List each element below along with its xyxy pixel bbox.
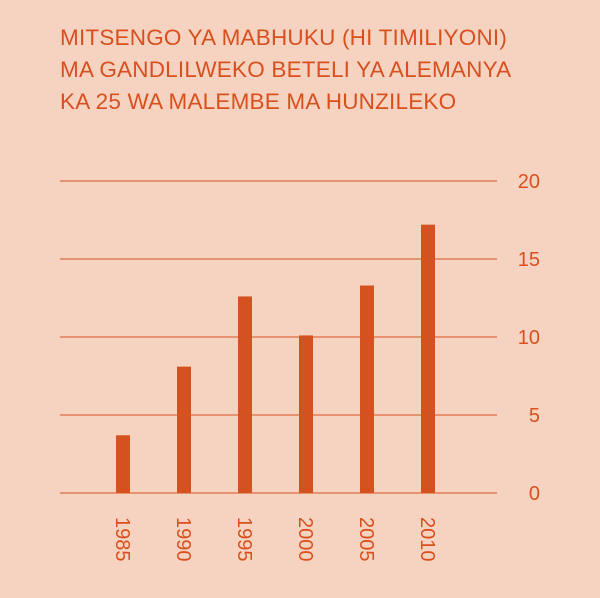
y-tick-label-20: 20 xyxy=(518,171,540,193)
chart-title-line-1: MITSENGO YA MABHUKU (HI TIMILIYONI) xyxy=(60,25,508,50)
bar-1985 xyxy=(116,435,130,493)
x-tick-label-2005: 2005 xyxy=(355,517,377,562)
x-tick-label-2010: 2010 xyxy=(416,517,438,562)
y-tick-label-0: 0 xyxy=(529,483,540,505)
bar-2005 xyxy=(360,285,374,493)
chart-title-line-2: MA GANDLILWEKO BETELI YA ALEMANYA xyxy=(60,57,512,82)
bar-1995 xyxy=(238,296,252,493)
x-tick-label-1995: 1995 xyxy=(233,517,255,562)
y-tick-label-5: 5 xyxy=(529,405,540,427)
x-tick-label-2000: 2000 xyxy=(294,517,316,562)
x-tick-label-1985: 1985 xyxy=(111,517,133,562)
y-tick-label-15: 15 xyxy=(518,249,540,271)
bar-1990 xyxy=(177,366,191,493)
chart-title-line-3: KA 25 WA MALEMBE MA HUNZILEKO xyxy=(60,89,457,114)
x-axis-tick-labels: 1985 1990 1995 2000 2005 2010 xyxy=(111,517,438,562)
x-tick-label-1990: 1990 xyxy=(172,517,194,562)
chart-title: MITSENGO YA MABHUKU (HI TIMILIYONI) MA G… xyxy=(60,22,580,118)
y-tick-label-10: 10 xyxy=(518,327,540,349)
bar-2000 xyxy=(299,335,313,493)
y-axis-tick-labels: 0 5 10 15 20 xyxy=(518,171,540,505)
bars xyxy=(116,224,435,493)
bar-2010 xyxy=(421,224,435,493)
